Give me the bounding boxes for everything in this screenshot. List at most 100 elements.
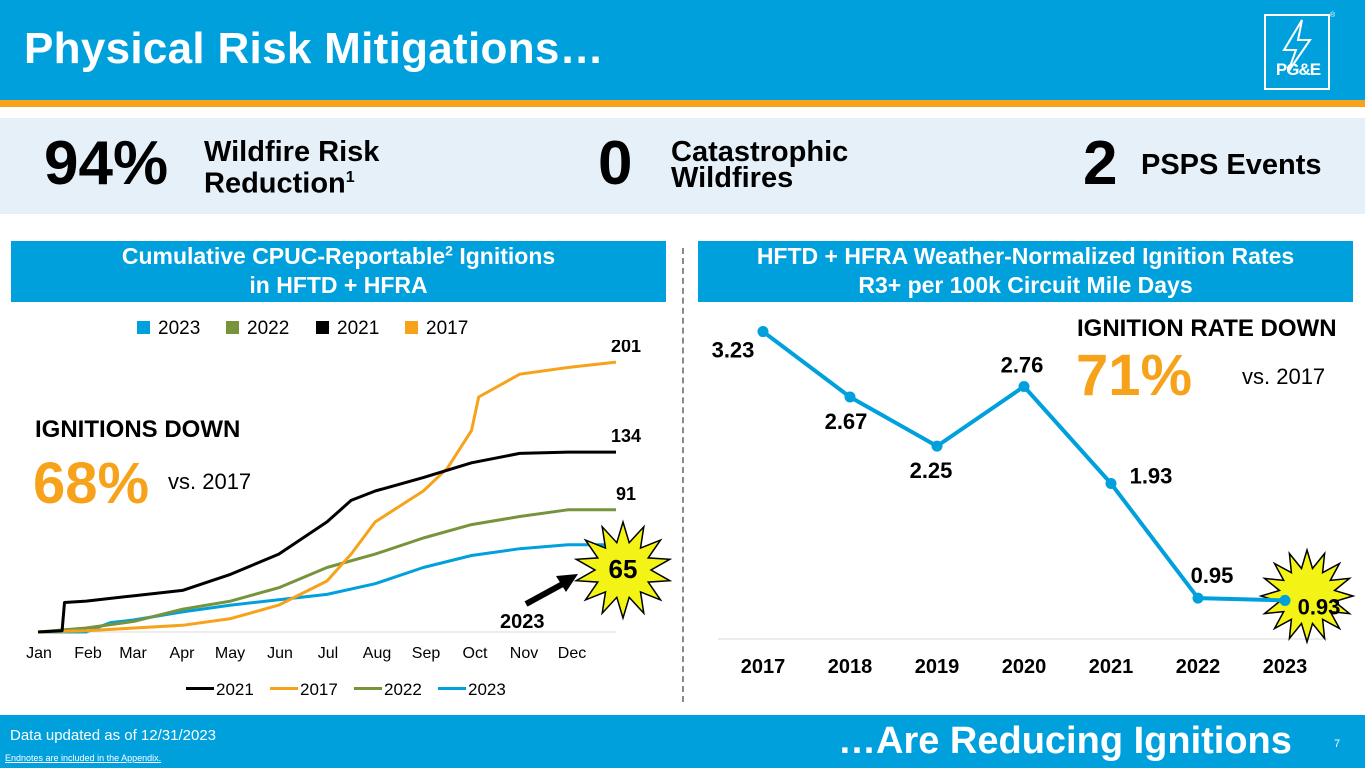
footer-endnotes-link[interactable]: Endnotes are included in the Appendix. — [5, 753, 162, 763]
kpi-risk-reduction-label: Wildfire Risk Reduction1 — [204, 136, 380, 200]
right-series-group — [757, 326, 1291, 606]
burst-2023-icon — [573, 519, 673, 621]
kpi-catastrophic-label-line2: Wildfires — [671, 162, 794, 194]
series-line-2017 — [37, 360, 617, 634]
legend-bottom-2017-label: 2017 — [300, 680, 338, 699]
legend-bottom-2017: 2017 — [270, 680, 338, 700]
logo-registered-mark: ® — [1330, 12, 1336, 19]
xtick-oct: Oct — [463, 645, 488, 662]
xtick-dec: Dec — [558, 645, 586, 662]
rate-point-2019 — [931, 440, 943, 452]
xtick-mar: Mar — [119, 645, 147, 662]
kpi-catastrophic-label-line1: Catastrophic — [671, 136, 849, 168]
legend-bottom-2021-label: 2021 — [216, 680, 254, 699]
burst-2023-rate-icon — [1258, 547, 1356, 645]
kpi-psps-label: PSPS Events — [1141, 149, 1322, 181]
rate-point-2018 — [844, 391, 856, 403]
end-label-2017: 201 — [611, 340, 641, 356]
rate-xtick-2019: 2019 — [915, 656, 960, 678]
rate-label-2019: 2.25 — [910, 458, 953, 483]
legend-top-2022: 2022 — [226, 318, 289, 340]
xtick-feb: Feb — [74, 645, 102, 662]
rate-label-2021: 1.93 — [1130, 464, 1173, 489]
legend-bottom-2022-label: 2022 — [384, 680, 422, 699]
rate-xtick-2021: 2021 — [1089, 656, 1134, 678]
legend-line-2021 — [186, 687, 214, 690]
cumulative-ignitions-chart: 201 134 91 Jan Feb Mar Apr May Jun Jul Aug Sep Oct N… — [26, 340, 673, 662]
left-xtick-group: Jan Feb Mar Apr May Jun Jul Aug Sep Oct Nov Dec — [26, 645, 586, 662]
left-chart-header-text-a: Cumulative CPUC-Reportable — [121, 243, 446, 269]
legend-line-2017 — [270, 687, 298, 690]
xtick-may: May — [215, 645, 245, 662]
rate-point-2021 — [1105, 478, 1117, 490]
left-series-group — [37, 360, 617, 634]
legend-top-2023: 2023 — [137, 318, 200, 340]
ignitions-down-title: IGNITIONS DOWN — [35, 416, 241, 443]
rate-xtick-2018: 2018 — [828, 656, 873, 678]
left-chart-header-line1: Cumulative CPUC-Reportable2 Ignitions — [11, 242, 666, 271]
right-chart-header: HFTD + HFRA Weather-Normalized Ignition … — [698, 241, 1353, 302]
burst-2023-value: 65 — [609, 554, 638, 584]
page-number: 7 — [1334, 738, 1341, 750]
legend-swatch-2023 — [137, 321, 150, 334]
kpi-risk-reduction-footnote: 1 — [345, 169, 355, 186]
page-title: Physical Risk Mitigations… — [24, 24, 604, 73]
xtick-sep: Sep — [412, 645, 441, 662]
legend-swatch-2017 — [405, 321, 418, 334]
header-bar — [0, 0, 1365, 100]
rate-label-2018: 2.67 — [825, 409, 868, 434]
rate-xtick-2020: 2020 — [1002, 656, 1047, 678]
end-label-2021: 134 — [611, 426, 641, 446]
rate-down-vs: vs. 2017 — [1242, 364, 1326, 389]
legend-bottom-2022: 2022 — [354, 680, 422, 700]
rate-xtick-2017: 2017 — [741, 656, 786, 678]
legend-bottom-2021: 2021 — [186, 680, 254, 700]
legend-bottom-2023: 2023 — [438, 680, 506, 700]
legend-top-2017: 2017 — [405, 318, 468, 340]
xtick-jun: Jun — [267, 645, 293, 662]
kpi-risk-reduction-label-text: Reduction — [204, 167, 346, 200]
xtick-apr: Apr — [170, 645, 196, 662]
right-chart-header-line1: HFTD + HFRA Weather-Normalized Ignition … — [756, 243, 1295, 269]
rate-label-2023: 0.93 — [1298, 594, 1341, 619]
arrow-2023-head — [556, 574, 578, 592]
ignitions-down-value: 68% — [33, 451, 150, 516]
rate-xtick-2023: 2023 — [1263, 656, 1308, 678]
footer-updated: Data updated as of 12/31/2023 — [10, 727, 217, 744]
end-label-2022: 91 — [616, 484, 636, 504]
legend-line-2022 — [354, 687, 382, 690]
series-line-2023 — [38, 543, 616, 634]
series-line-2022 — [37, 508, 616, 634]
kpi-catastrophic-label: Catastrophic Wildfires — [671, 136, 849, 194]
ignition-rate-chart: 3.232.672.252.761.930.950.93 2017 2018 201… — [712, 326, 1356, 678]
kpi-band — [0, 118, 1365, 214]
rate-xtick-2022: 2022 — [1176, 656, 1221, 678]
kpi-risk-reduction-label-line1: Wildfire Risk — [204, 136, 380, 168]
footer-tagline: …Are Reducing Ignitions — [838, 720, 1292, 762]
legend-line-2023 — [438, 687, 466, 690]
legend-top-2021-label: 2021 — [337, 318, 380, 339]
legend-swatch-2022 — [226, 321, 239, 334]
rate-label-2017: 3.23 — [712, 338, 755, 363]
xtick-jan: Jan — [26, 645, 52, 662]
kpi-risk-reduction-value: 94% — [44, 129, 169, 198]
panel-divider — [682, 248, 684, 702]
rate-point-2023 — [1279, 594, 1291, 606]
left-chart-header: Cumulative CPUC-Reportable2 Ignitions in… — [11, 241, 666, 302]
legend-bottom-2023-label: 2023 — [468, 680, 506, 699]
legend-swatch-2021 — [316, 321, 329, 334]
rate-point-2017 — [757, 326, 769, 338]
rate-down-title: IGNITION RATE DOWN — [1077, 315, 1337, 342]
kpi-risk-reduction-label-line2: Reduction1 — [204, 165, 379, 200]
legend-top-2017-label: 2017 — [426, 318, 469, 339]
rate-label-2022: 0.95 — [1191, 563, 1234, 588]
legend-top-2022-label: 2022 — [247, 318, 290, 339]
right-label-group: 3.23 2.67 2.25 2.76 1.93 0.95 0.93 — [712, 338, 1341, 620]
rate-down-value: 71% — [1076, 343, 1193, 408]
rate-point-2022 — [1192, 592, 1204, 604]
header-accent-stripe — [0, 100, 1365, 107]
left-label-group: 201 134 91 — [611, 340, 641, 504]
legend-top-2021: 2021 — [316, 318, 379, 340]
xtick-jul: Jul — [318, 645, 338, 662]
left-chart-header-footnote: 2 — [445, 242, 453, 259]
